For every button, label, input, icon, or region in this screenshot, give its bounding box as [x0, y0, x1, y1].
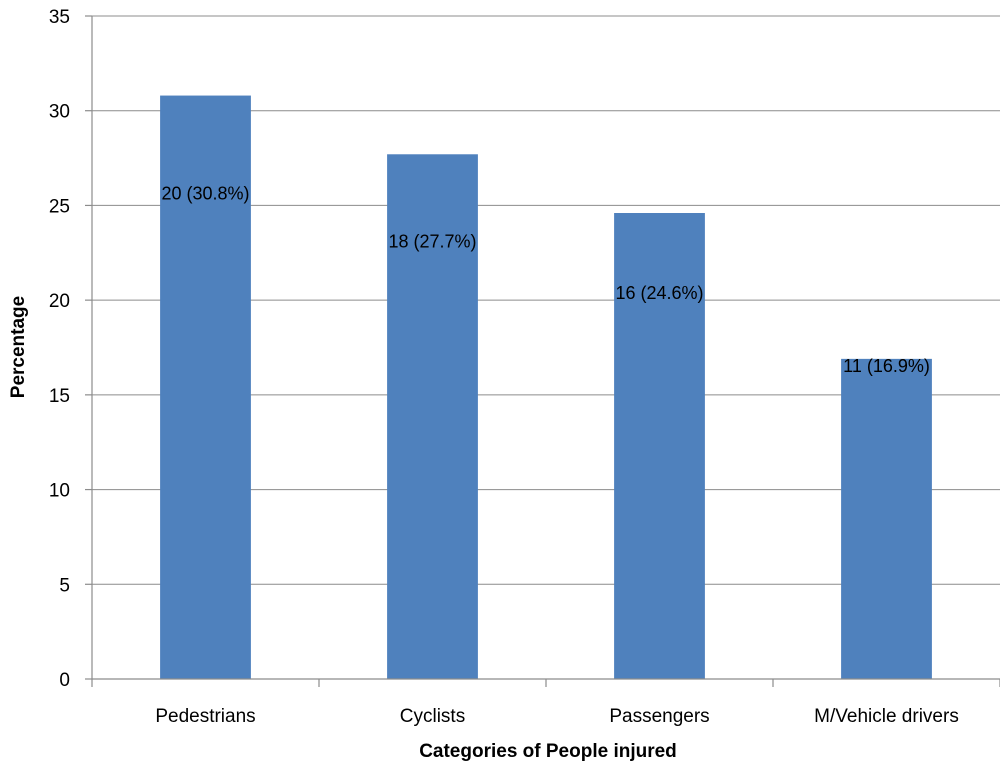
data-label: 11 (16.9%) — [843, 356, 930, 376]
x-tick-label: M/Vehicle drivers — [814, 706, 959, 727]
bar — [614, 213, 705, 679]
y-tick-label: 25 — [49, 196, 70, 217]
y-tick-label: 35 — [49, 7, 70, 28]
bars — [160, 95, 932, 680]
data-label: 20 (30.8%) — [161, 184, 249, 204]
y-tick-label: 10 — [49, 481, 70, 502]
bar — [387, 154, 478, 680]
y-tick-label: 20 — [49, 291, 70, 312]
axes: 0 5 10 15 20 25 30 35 Pedestrians Cyclists Passeng… — [49, 7, 1000, 727]
y-tick-label: 30 — [49, 102, 70, 123]
x-tick-label: Pedestrians — [155, 706, 255, 727]
data-label: 16 (24.6%) — [615, 283, 703, 303]
bar — [160, 95, 251, 679]
y-tick-label: 0 — [59, 670, 70, 691]
data-labels: 20 (30.8%) 18 (27.7%) 16 (24.6%) 11 (16.9%) — [161, 184, 929, 376]
y-axis-title: Percentage — [8, 296, 29, 398]
x-tick-label: Passengers — [609, 706, 709, 727]
y-tick-label: 15 — [49, 386, 70, 407]
y-tick-label: 5 — [59, 575, 70, 596]
x-tick-label: Cyclists — [400, 706, 465, 727]
data-label: 18 (27.7%) — [388, 231, 476, 251]
bar — [841, 358, 932, 679]
x-axis-title: Categories of People injured — [419, 741, 677, 762]
